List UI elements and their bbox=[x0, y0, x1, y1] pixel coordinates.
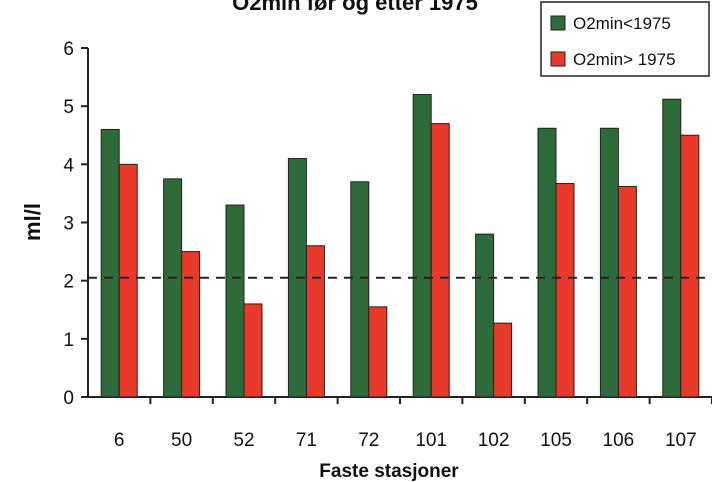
x-tick-label: 101 bbox=[415, 430, 447, 451]
y-axis-label: ml/l bbox=[20, 203, 45, 241]
y-tick-label: 5 bbox=[63, 97, 74, 118]
bar-before-1975 bbox=[350, 181, 370, 398]
y-tick-label: 2 bbox=[63, 272, 74, 293]
bar-before-1975 bbox=[100, 128, 120, 398]
y-tick-label: 1 bbox=[63, 330, 74, 351]
bar-before-1975 bbox=[412, 94, 432, 398]
bar-after-1975 bbox=[118, 163, 138, 398]
bar-before-1975 bbox=[537, 127, 557, 398]
legend-swatch bbox=[550, 51, 566, 67]
x-tick-label: 105 bbox=[540, 430, 572, 451]
y-tick-label: 6 bbox=[63, 39, 74, 60]
x-tick-label: 72 bbox=[358, 430, 379, 451]
legend-entry: O2min> 1975 bbox=[573, 50, 676, 69]
x-tick-label: 52 bbox=[233, 430, 254, 451]
bar-after-1975 bbox=[680, 134, 700, 398]
bar-before-1975 bbox=[163, 178, 183, 398]
x-tick-label: 6 bbox=[114, 430, 125, 451]
x-tick-label: 71 bbox=[296, 430, 317, 451]
bar-after-1975 bbox=[305, 245, 325, 398]
bar-after-1975 bbox=[181, 251, 201, 398]
legend-box bbox=[540, 1, 710, 77]
y-tick-label: 0 bbox=[63, 388, 74, 409]
x-axis-label: Faste stasjoner bbox=[319, 461, 459, 482]
bar-before-1975 bbox=[599, 127, 619, 398]
bar-before-1975 bbox=[662, 98, 682, 398]
bar-before-1975 bbox=[475, 233, 495, 398]
chart-title: O2min før og etter 1975 bbox=[232, 0, 478, 15]
bar-after-1975 bbox=[430, 123, 450, 398]
plot-area: 0 1 2 3 4 5 6 6 50 52 71 72 101 102 105 106 107 bbox=[63, 39, 712, 451]
bar-after-1975 bbox=[368, 306, 388, 398]
legend-swatch bbox=[550, 15, 566, 31]
y-tick-label: 4 bbox=[63, 155, 74, 176]
y-tick-label: 3 bbox=[63, 214, 74, 235]
bar-after-1975 bbox=[243, 303, 263, 398]
legend: O2min<1975 O2min> 1975 bbox=[540, 1, 710, 77]
bar-after-1975 bbox=[617, 185, 637, 398]
x-tick-label: 50 bbox=[171, 430, 192, 451]
legend-entry: O2min<1975 bbox=[573, 14, 671, 33]
x-tick-label: 102 bbox=[478, 430, 510, 451]
bar-before-1975 bbox=[225, 204, 245, 398]
bar-after-1975 bbox=[493, 322, 513, 398]
x-tick-label: 106 bbox=[603, 430, 635, 451]
x-tick-label: 107 bbox=[665, 430, 697, 451]
bar-after-1975 bbox=[555, 183, 575, 398]
